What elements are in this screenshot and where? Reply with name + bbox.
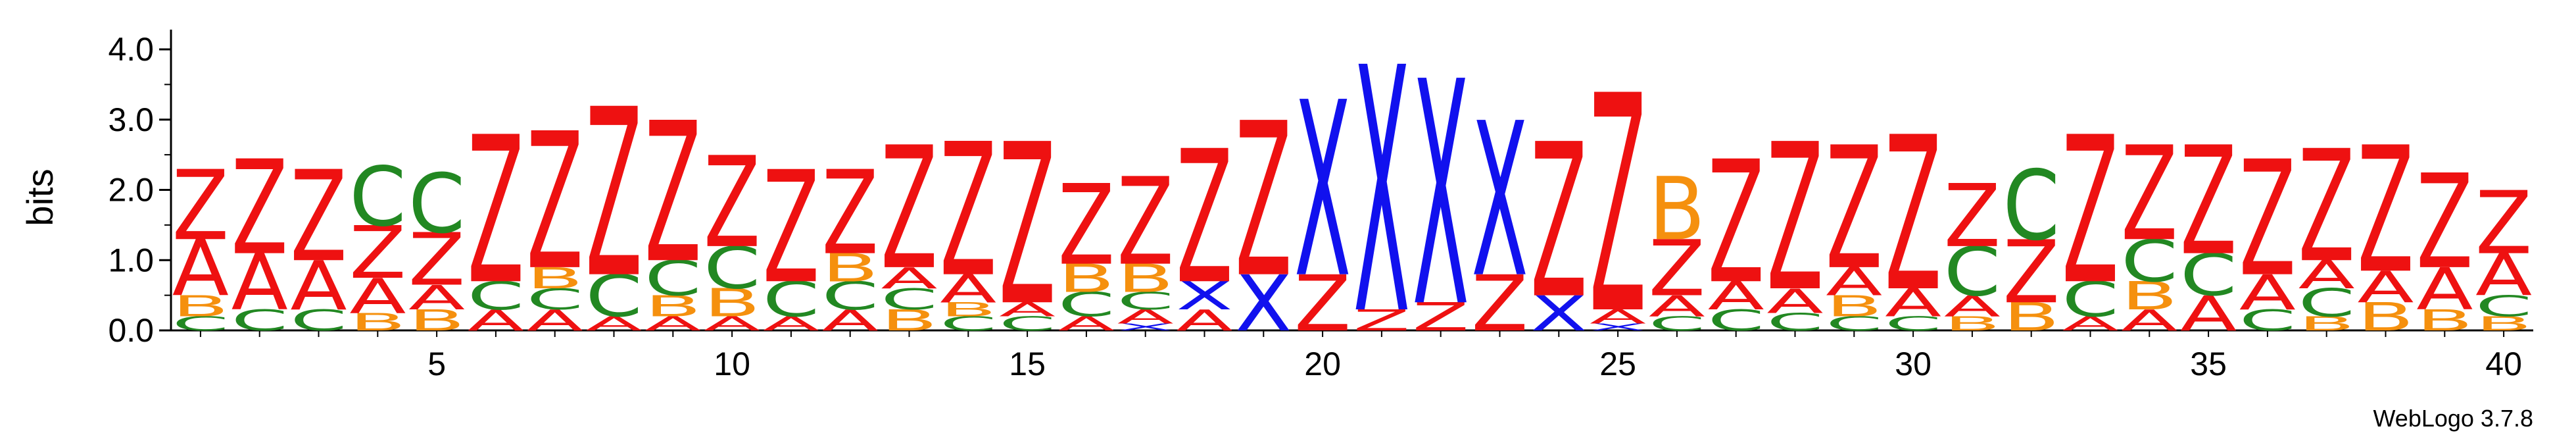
y-tick-label: 0.0 [108, 312, 154, 349]
x-tick-label: 10 [714, 346, 750, 382]
logo-letter-z: Z [1826, 111, 1882, 307]
logo-letter-b: B [1649, 160, 1705, 260]
logo-letter-z: Z [881, 111, 937, 307]
x-tick-label: 20 [1304, 346, 1341, 382]
logo-letter-z: Z [940, 105, 996, 317]
x-tick-label: 30 [1895, 346, 1932, 382]
logo-letter-z: Z [763, 140, 819, 319]
y-tick-label: 3.0 [108, 101, 154, 138]
logo-letter-z: Z [172, 150, 229, 262]
logo-letter-z: Z [1235, 78, 1292, 324]
logo-letter-x: X [1294, 51, 1351, 331]
logo-letter-z: Z [1590, 33, 1646, 380]
logo-letter-z: Z [1117, 153, 1174, 293]
y-tick-label: 1.0 [108, 242, 154, 278]
y-tick-label: 4.0 [108, 31, 154, 68]
y-axis-ticks: 0.0 1.0 2.0 3.0 4.0 [108, 31, 171, 349]
x-tick-label: 35 [2190, 346, 2227, 382]
logo-letter-x: X [1353, 0, 1410, 389]
logo-letter-c: C [408, 157, 465, 251]
logo-letter-z: Z [1176, 112, 1232, 324]
logo-letter-z: Z [1944, 166, 2001, 267]
logo-letter-z: Z [2416, 147, 2473, 298]
logo-letter-z: Z [1058, 161, 1115, 290]
logo-letter-c: C [2003, 149, 2060, 262]
x-tick-label: 5 [427, 346, 446, 382]
logo-letter-z: Z [1885, 91, 1941, 338]
logo-letter-z: Z [2121, 119, 2177, 271]
logo-letter-z: Z [527, 93, 583, 312]
logo-letter-z: Z [290, 145, 347, 291]
logo-letter-z: Z [1530, 99, 1587, 346]
plot-frame [171, 30, 2533, 330]
logo-letter-z: Z [231, 133, 288, 284]
logo-letter-z: Z [999, 97, 1056, 355]
logo-letter-z: Z [2239, 127, 2296, 312]
logo-letter-z: Z [2180, 116, 2237, 289]
x-tick-label: 40 [2485, 346, 2522, 382]
logo-letter-z: Z [704, 130, 760, 276]
logo-letter-x: X [1471, 78, 1528, 324]
y-axis-label: bits [19, 168, 61, 226]
logo-letter-z: Z [1766, 101, 1823, 336]
logo-letter-z: Z [1708, 125, 1764, 321]
logo-letter-c: C [349, 150, 406, 245]
logo-letter-z: Z [2475, 173, 2532, 274]
logo-letter-z: Z [585, 61, 642, 330]
logo-letter-z: Z [468, 94, 524, 329]
logo-letter-z: Z [2298, 118, 2355, 297]
logo-letter-x: X [1413, 16, 1469, 375]
logo-letter-z: Z [822, 147, 879, 282]
logo-letter-z: Z [2062, 94, 2118, 329]
logo-letter-z: Z [2357, 111, 2414, 312]
weblogo-version-label: WebLogo 3.7.8 [2373, 405, 2533, 432]
logo-letter-z: Z [644, 82, 701, 306]
y-tick-label: 2.0 [108, 172, 154, 209]
